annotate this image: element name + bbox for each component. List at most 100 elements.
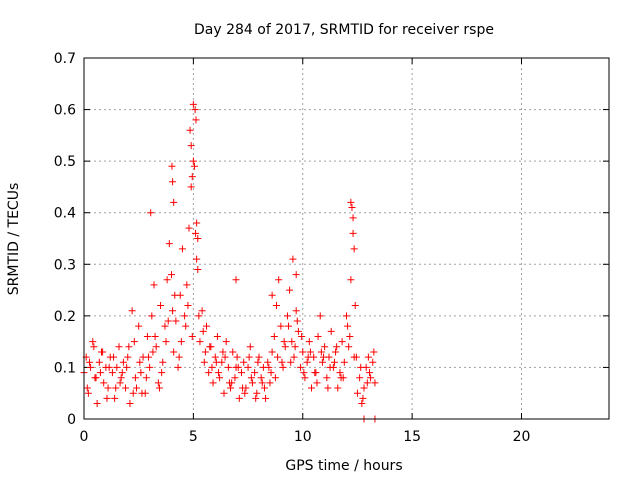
data-point	[244, 363, 252, 371]
data-point	[95, 358, 103, 366]
data-point	[189, 157, 197, 165]
x-tick-label: 20	[513, 429, 531, 445]
y-tick-label: 0.2	[54, 309, 76, 325]
data-point	[175, 353, 183, 361]
data-point	[264, 358, 272, 366]
x-tick-label: 5	[189, 429, 198, 445]
data-point	[365, 369, 373, 377]
data-point	[337, 374, 345, 382]
chart-title: Day 284 of 2017, SRMTID for receiver rsp…	[194, 22, 494, 38]
data-point	[163, 276, 171, 284]
data-point	[260, 384, 268, 392]
data-point	[281, 343, 289, 351]
data-point	[143, 332, 151, 340]
data-point	[235, 394, 243, 402]
data-point	[147, 209, 155, 217]
data-point	[239, 384, 247, 392]
data-point	[288, 338, 296, 346]
data-point	[330, 358, 338, 366]
y-axis-label: SRMTID / TECUs	[6, 183, 22, 296]
data-point	[187, 183, 195, 191]
data-point	[118, 369, 126, 377]
data-point	[297, 363, 305, 371]
data-point	[178, 245, 186, 253]
data-point	[182, 322, 190, 330]
data-point	[305, 338, 313, 346]
data-point	[159, 358, 167, 366]
data-point	[184, 302, 192, 310]
data-point	[85, 358, 93, 366]
data-point	[268, 291, 276, 299]
data-point	[135, 322, 143, 330]
x-tick-label: 0	[80, 429, 89, 445]
data-point	[353, 389, 361, 397]
data-point	[254, 358, 262, 366]
data-point	[162, 338, 170, 346]
y-axis-ticks: 0 0.1 0.2 0.3 0.4 0.5 0.6 0.7	[54, 51, 609, 428]
data-point	[87, 363, 95, 371]
data-point	[363, 379, 371, 387]
y-tick-label: 0.7	[54, 51, 76, 67]
data-point	[314, 332, 322, 340]
data-point	[347, 276, 355, 284]
data-points	[80, 100, 379, 423]
data-point	[195, 312, 203, 320]
data-point	[122, 384, 130, 392]
data-point	[123, 363, 131, 371]
data-point	[208, 363, 216, 371]
data-point	[191, 106, 199, 114]
data-point	[317, 348, 325, 356]
data-point	[346, 332, 354, 340]
data-point	[318, 358, 326, 366]
data-point	[194, 265, 202, 273]
data-point	[247, 374, 255, 382]
data-point	[169, 307, 177, 315]
data-point	[371, 379, 379, 387]
data-point	[99, 348, 107, 356]
data-point	[301, 374, 309, 382]
data-point	[273, 302, 280, 310]
data-point	[323, 374, 331, 382]
data-point	[190, 162, 198, 170]
data-point	[246, 343, 254, 351]
y-tick-label: 0.1	[54, 360, 76, 376]
data-point	[227, 384, 235, 392]
data-point	[232, 276, 240, 284]
data-point	[220, 389, 228, 397]
data-point	[350, 353, 358, 361]
data-point	[287, 358, 295, 366]
data-point	[311, 369, 319, 377]
data-point	[168, 162, 176, 170]
data-point	[189, 100, 197, 108]
data-point	[84, 389, 92, 397]
data-point	[157, 302, 165, 310]
data-point	[290, 353, 298, 361]
data-point	[293, 317, 301, 325]
data-point	[133, 384, 140, 392]
data-point	[148, 312, 156, 320]
data-point	[203, 322, 210, 330]
data-point	[291, 343, 299, 351]
data-point	[266, 379, 274, 387]
grid-lines	[84, 58, 609, 419]
data-point	[185, 224, 193, 232]
x-tick-label: 15	[403, 429, 421, 445]
data-point	[280, 338, 288, 346]
data-point	[142, 374, 150, 382]
data-point	[149, 348, 157, 356]
data-point	[332, 348, 340, 356]
data-point	[340, 358, 348, 366]
data-point	[277, 322, 285, 330]
data-point	[131, 374, 139, 382]
data-point	[128, 307, 136, 315]
data-point	[192, 229, 200, 237]
data-point	[124, 353, 132, 361]
data-point	[370, 348, 378, 356]
data-point	[268, 348, 276, 356]
data-point	[219, 348, 227, 356]
data-point	[347, 198, 355, 206]
data-point	[231, 374, 239, 382]
data-point	[154, 379, 162, 387]
data-point	[225, 379, 233, 387]
